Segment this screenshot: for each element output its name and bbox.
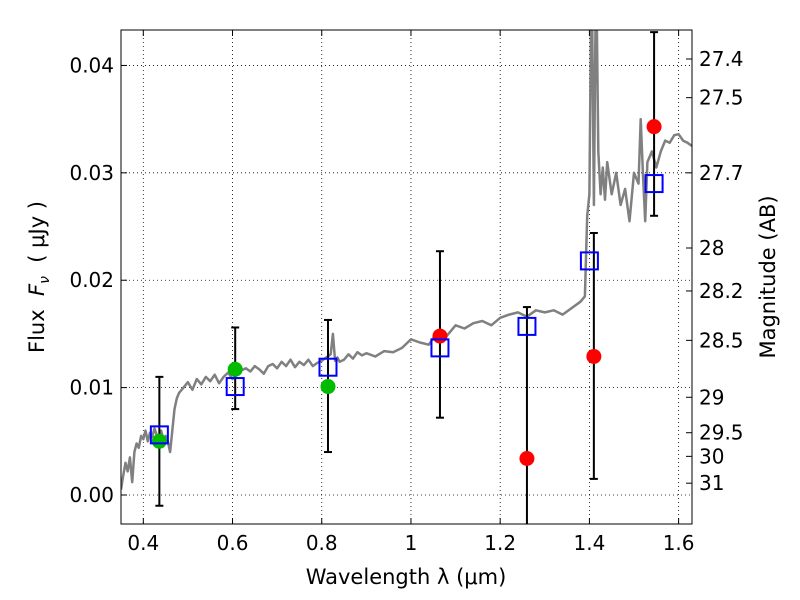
axis-ticks: 0.4 0.6 0.8 1 1.2 1.4 1.6 0.00 0.01 0.02 0.03 0.04 2… [69,30,744,555]
magnitude-tick-label: 27.5 [699,86,744,110]
magnitude-tick-label: 27.4 [699,47,744,71]
red-data-point [646,119,662,135]
model-photometry-square [644,174,664,194]
model-photometry-square [149,425,169,445]
magnitude-tick-label: 31 [699,471,724,495]
y-tick-label: 0.00 [69,483,114,507]
red-data-point [519,450,535,466]
model-photometry-square [225,377,245,397]
y-tick-label: 0.04 [69,53,114,77]
y-axis-title-prefix: Flux [25,296,49,353]
green-data-point [320,379,336,395]
model-photometry-square [430,338,450,358]
green-data-point [151,433,167,449]
y-tick-label: 0.02 [69,268,114,292]
x-tick-label: 1.2 [484,531,516,555]
y-axis-title-suffix: ( μJy ) [25,201,49,276]
red-data-point [586,348,602,364]
x-tick-label: 0.8 [306,531,338,555]
y-axis-title: Flux Fν ( μJy ) [25,201,53,353]
magnitude-tick-label: 29.5 [699,421,744,445]
magnitude-tick-label: 29 [699,385,724,409]
y-tick-label: 0.03 [69,161,114,185]
y-tick-label: 0.01 [69,376,114,400]
x-tick-label: 0.4 [127,531,159,555]
spectrum-line [121,30,692,490]
model-photometry-square [579,251,599,271]
plot-frame [120,29,693,525]
green-data-point [227,361,243,377]
x-tick-label: 1.6 [663,531,695,555]
y-axis-title-subscript: ν [37,276,53,284]
magnitude-axis-title: Magnitude (AB) [756,195,780,358]
model-photometry-square [517,316,537,336]
grid-lines [121,30,692,524]
x-tick-label: 1 [405,531,418,555]
data-layer [121,30,692,524]
y-axis-title-symbol: F [25,283,49,296]
x-tick-label: 1.4 [573,531,605,555]
magnitude-tick-label: 27.7 [699,161,744,185]
model-photometry-square [318,357,338,377]
magnitude-tick-label: 28.5 [699,328,744,352]
x-tick-label: 0.6 [217,531,249,555]
x-axis-title: Wavelength λ (μm) [306,565,507,589]
magnitude-tick-label: 28 [699,236,724,260]
magnitude-tick-label: 30 [699,444,724,468]
red-data-point [432,328,448,344]
magnitude-tick-label: 28.2 [699,279,744,303]
